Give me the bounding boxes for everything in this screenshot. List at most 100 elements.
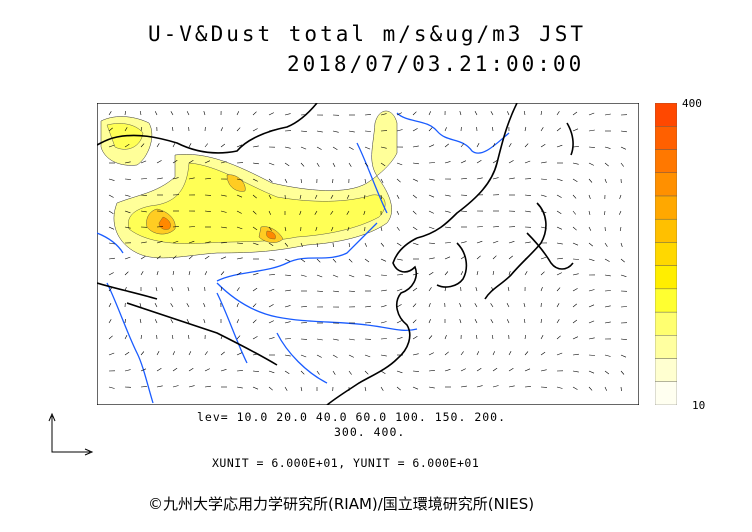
wind-arrow (300, 354, 307, 358)
wind-arrow (556, 303, 560, 308)
wind-arrow (346, 194, 350, 199)
wind-arrow (380, 305, 387, 308)
wind-arrow (124, 178, 132, 180)
wind-arrow (252, 145, 259, 148)
wind-arrow (124, 127, 128, 132)
wind-arrow (172, 367, 178, 372)
wind-arrow (396, 274, 403, 276)
wind-arrow (540, 271, 545, 276)
wind-arrow (428, 242, 435, 244)
wind-arrow (492, 126, 494, 132)
wind-arrow (364, 162, 369, 167)
wind-arrow (170, 111, 174, 116)
wind-arrow (124, 161, 131, 164)
wind-arrow (364, 322, 371, 324)
wind-arrow (396, 288, 403, 292)
wind-arrow (444, 256, 451, 260)
wind-arrow (300, 306, 307, 308)
colorbar-swatch (655, 335, 677, 359)
wind-arrow (428, 318, 431, 324)
wind-arrow (556, 386, 563, 389)
wind-arrow (236, 319, 239, 324)
wind-arrow (428, 335, 433, 340)
wind-arrow (364, 370, 369, 375)
wind-arrow (507, 286, 510, 292)
wind-arrow (203, 302, 206, 308)
wind-arrow (412, 145, 419, 148)
wind-arrow (588, 304, 595, 308)
wind-arrow (236, 352, 243, 356)
wind-arrow (572, 146, 579, 148)
wind-arrow (444, 369, 451, 372)
wind-arrow (364, 354, 371, 358)
wind-arrow (299, 210, 302, 216)
wind-arrow (572, 336, 579, 340)
wind-arrow (186, 111, 190, 116)
wind-arrow (556, 210, 562, 215)
wind-arrow (604, 305, 611, 308)
wind-arrow (523, 303, 526, 308)
wind-arrow (156, 385, 163, 388)
wind-arrow (332, 146, 338, 150)
wind-arrow (268, 242, 274, 247)
wind-arrow (140, 178, 148, 180)
wind-arrow (108, 226, 115, 230)
wind-arrow (252, 210, 257, 215)
wind-arrow (186, 303, 190, 308)
wind-arrow (220, 194, 227, 197)
wind-arrow (380, 258, 387, 262)
wind-arrow (604, 210, 606, 216)
wind-arrow (556, 127, 561, 132)
wind-arrow (268, 258, 275, 261)
wind-arrow (252, 303, 257, 308)
wind-arrow (236, 144, 243, 148)
colorbar-swatch (655, 195, 677, 220)
wind-arrow (428, 162, 436, 164)
wind-arrow (332, 338, 339, 341)
wind-arrow (156, 177, 163, 180)
wind-arrow (507, 111, 510, 116)
wind-arrow (508, 143, 512, 148)
wind-arrow (108, 352, 115, 356)
wind-arrow (300, 258, 306, 263)
wind-arrow (252, 353, 259, 356)
wind-arrow (124, 286, 127, 292)
wind-arrow (396, 304, 402, 308)
wind-arrow (604, 354, 611, 357)
wind-arrow (204, 351, 208, 356)
colorbar-swatch (655, 242, 677, 266)
wind-arrow (236, 370, 243, 372)
wind-arrow (476, 351, 480, 356)
wind-arrow (444, 194, 451, 197)
wind-arrow (124, 256, 131, 260)
dust-colorbar (655, 103, 677, 405)
wind-arrow (124, 351, 130, 356)
wind-arrow (492, 351, 495, 356)
wind-arrow (412, 111, 417, 116)
wind-arrow (491, 286, 494, 292)
wind-arrow (508, 368, 514, 372)
wind-arrow (124, 143, 130, 148)
wind-arrow (604, 321, 611, 324)
wind-arrow (268, 288, 275, 292)
wind-arrow (412, 128, 418, 132)
wind-arrow (492, 385, 499, 388)
wind-arrow (604, 370, 610, 375)
wind-arrow (172, 240, 179, 244)
wind-arrow (220, 161, 227, 164)
wind-arrow (364, 146, 371, 150)
wind-arrow (220, 143, 226, 148)
wind-arrow (572, 319, 578, 324)
wind-arrow (620, 146, 627, 150)
wind-arrow (620, 130, 627, 133)
wind-arrow (330, 194, 334, 199)
wind-arrow (460, 385, 467, 388)
wind-arrow (508, 160, 514, 164)
wind-arrow (236, 287, 240, 292)
wind-arrow (572, 210, 577, 215)
wind-arrow (428, 178, 435, 181)
wind-arrow (188, 351, 192, 356)
wind-arrow (108, 210, 114, 214)
wind-arrow (428, 386, 435, 389)
wind-arrow (540, 127, 544, 132)
